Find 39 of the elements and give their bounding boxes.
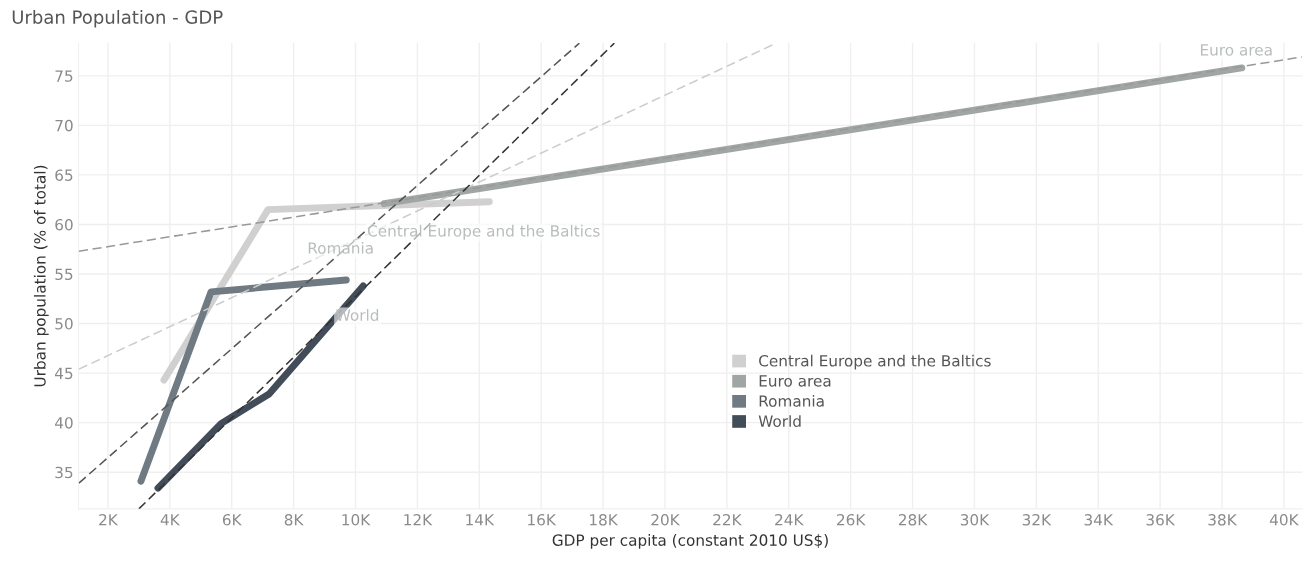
x-tick-label: 24K <box>775 514 804 526</box>
x-tick-label: 12K <box>404 514 433 526</box>
y-tick-label: 65 <box>55 169 73 181</box>
x-tick-label: 6K <box>222 514 242 526</box>
x-tick-label: 18K <box>590 514 619 526</box>
x-tick-label: 40K <box>1269 514 1299 526</box>
legend-label: Euro area <box>759 375 831 387</box>
y-tick-label: 50 <box>55 318 73 330</box>
x-tick-label: 14K <box>466 514 495 526</box>
x-tick-label: 2K <box>99 514 119 526</box>
y-tick-label: 35 <box>55 466 73 479</box>
y-tick-label: 60 <box>55 218 73 231</box>
annotation: Central Europe and the Baltics <box>367 224 600 240</box>
x-tick-label: 20K <box>651 514 681 526</box>
x-tick-label: 28K <box>898 514 928 526</box>
annotation: Romania <box>308 242 373 254</box>
y-tick-label: 40 <box>54 417 73 429</box>
x-tick-label: 36K <box>1146 514 1176 526</box>
x-tick-label: 30K <box>960 514 990 526</box>
annotation: Euro area <box>1200 44 1272 56</box>
x-tick-label: 22K <box>713 514 742 526</box>
y-tick-label: 55 <box>55 268 73 281</box>
chart-title: Urban Population - GDP <box>12 9 223 28</box>
x-tick-label: 38K <box>1208 514 1238 526</box>
y-tick-label: 45 <box>54 367 73 380</box>
x-tick-label: 26K <box>837 514 866 526</box>
legend-label: Central Europe and the Baltics <box>759 354 991 370</box>
x-tick-label: 34K <box>1084 514 1114 526</box>
x-tick-label: 32K <box>1022 514 1052 526</box>
y-tick-label: 70 <box>55 119 73 132</box>
x-tick-label: 16K <box>528 514 557 526</box>
x-tick-label: 10K <box>342 514 371 526</box>
y-axis-title: Urban population (% of total) <box>33 165 49 387</box>
x-tick-label: 8K <box>284 514 304 526</box>
legend-label: World <box>758 415 801 427</box>
y-tick-label: 75 <box>55 70 73 82</box>
x-tick-label: 4K <box>160 514 181 526</box>
x-axis-title: GDP per capita (constant 2010 US$) <box>552 534 828 549</box>
legend-label: Romania <box>759 395 824 407</box>
